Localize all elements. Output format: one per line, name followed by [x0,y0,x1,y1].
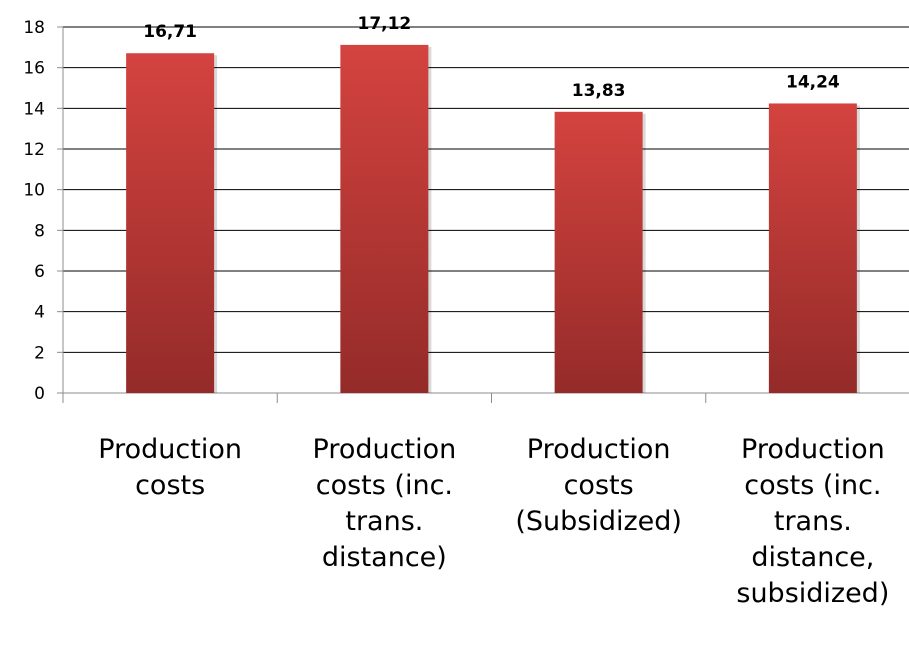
category-label-line: Production [313,434,457,465]
y-tick-label: 16 [23,59,45,79]
data-labels: 16,71 17,12 13,83 14,24 [143,14,840,101]
y-tick-label: 0 [34,384,45,404]
y-tick-label: 12 [23,140,45,160]
category-label: Production costs [98,434,242,501]
category-label-line: trans. [345,506,423,537]
category-labels: Production costs Production costs (inc. tran… [98,434,889,609]
y-tick-label: 6 [34,262,45,282]
category-label-line: costs (inc. [744,470,881,501]
y-tick-label: 8 [34,221,45,241]
category-label-line: Production [98,434,242,465]
y-tick-label: 10 [23,181,45,201]
data-label: 14,24 [786,72,840,92]
category-label-line: Production [527,434,671,465]
category-label-line: (Subsidized) [515,506,682,537]
data-label: 16,71 [143,22,197,42]
y-tick-label: 18 [23,18,45,38]
category-label-line: Production [741,434,885,465]
bar [126,53,215,393]
category-label-line: trans. [774,506,852,537]
category-label-line: costs [564,470,634,501]
category-label-line: costs (inc. [316,470,453,501]
bar [554,111,643,393]
category-label: Production costs (Subsidized) [515,434,682,537]
y-tick-label: 4 [34,303,45,323]
category-label-line: distance, [751,542,874,573]
y-tick-label: 14 [23,99,45,119]
bar [340,44,429,393]
bar [768,103,857,393]
category-label: Production costs (inc. trans. distance) [313,434,457,573]
category-label-line: distance) [322,542,447,573]
y-tick-labels: 0 2 4 6 8 10 12 14 16 18 [23,18,45,404]
data-label: 13,83 [572,81,626,101]
category-label-line: costs [135,470,205,501]
bars [126,44,860,393]
category-label-line: subsidized) [736,578,889,609]
y-tick-label: 2 [34,343,45,363]
category-label: Production costs (inc. trans. distance, subs… [736,434,889,609]
data-label: 17,12 [357,14,411,34]
